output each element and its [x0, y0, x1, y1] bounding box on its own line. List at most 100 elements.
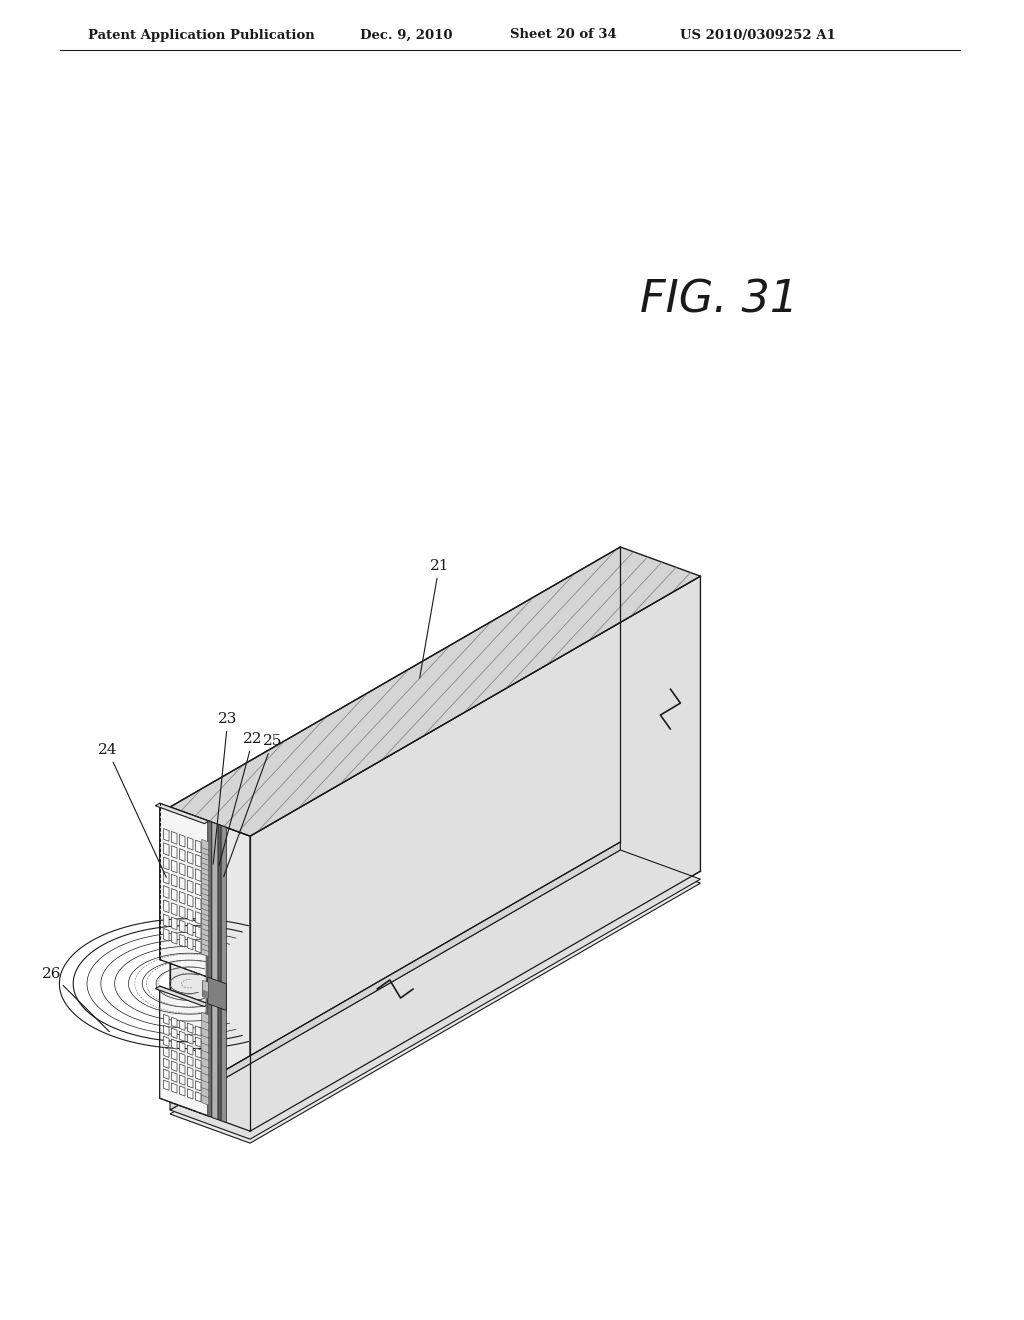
Polygon shape — [164, 1036, 169, 1047]
Polygon shape — [160, 804, 209, 977]
Polygon shape — [202, 1080, 209, 1090]
Polygon shape — [171, 861, 177, 873]
Polygon shape — [187, 1056, 193, 1067]
Polygon shape — [179, 863, 185, 875]
Polygon shape — [212, 822, 218, 1119]
Polygon shape — [156, 804, 209, 824]
Polygon shape — [171, 1072, 177, 1082]
Polygon shape — [187, 1023, 193, 1034]
Polygon shape — [202, 884, 209, 896]
Polygon shape — [196, 1081, 201, 1090]
Polygon shape — [218, 825, 221, 1121]
Polygon shape — [179, 1031, 185, 1041]
Polygon shape — [187, 880, 193, 892]
Polygon shape — [187, 908, 193, 921]
Polygon shape — [202, 936, 209, 946]
Polygon shape — [202, 945, 209, 957]
Polygon shape — [203, 981, 208, 993]
Polygon shape — [202, 870, 209, 880]
Polygon shape — [187, 837, 193, 850]
Polygon shape — [171, 888, 177, 902]
Polygon shape — [187, 1034, 193, 1044]
Polygon shape — [202, 840, 209, 850]
Polygon shape — [179, 1041, 185, 1052]
Polygon shape — [171, 1039, 177, 1049]
Polygon shape — [179, 891, 185, 904]
Polygon shape — [164, 1059, 169, 1068]
Polygon shape — [171, 846, 177, 858]
Polygon shape — [202, 875, 209, 886]
Text: 22: 22 — [219, 731, 263, 866]
Polygon shape — [187, 1067, 193, 1077]
Polygon shape — [164, 829, 169, 841]
Polygon shape — [196, 898, 201, 909]
Polygon shape — [196, 1092, 201, 1102]
Polygon shape — [179, 1074, 185, 1085]
Polygon shape — [187, 1089, 193, 1100]
Polygon shape — [203, 981, 208, 993]
Polygon shape — [164, 900, 169, 912]
Polygon shape — [202, 915, 209, 927]
Polygon shape — [164, 928, 169, 941]
Polygon shape — [202, 1041, 209, 1053]
Polygon shape — [196, 940, 201, 953]
Polygon shape — [196, 869, 201, 882]
Polygon shape — [196, 854, 201, 867]
Polygon shape — [171, 932, 177, 944]
Polygon shape — [170, 807, 250, 1131]
Polygon shape — [171, 1028, 177, 1039]
Polygon shape — [171, 1061, 177, 1072]
Text: Patent Application Publication: Patent Application Publication — [88, 29, 314, 41]
Polygon shape — [202, 925, 209, 936]
Text: US 2010/0309252 A1: US 2010/0309252 A1 — [680, 29, 836, 41]
Polygon shape — [202, 911, 209, 921]
Polygon shape — [202, 895, 209, 906]
Polygon shape — [202, 845, 209, 855]
Polygon shape — [196, 1026, 201, 1036]
Polygon shape — [202, 1035, 209, 1045]
Polygon shape — [187, 937, 193, 950]
Polygon shape — [170, 842, 621, 1110]
Polygon shape — [202, 931, 209, 941]
Polygon shape — [187, 1078, 193, 1088]
Polygon shape — [202, 1049, 209, 1060]
Polygon shape — [171, 874, 177, 887]
Polygon shape — [187, 851, 193, 865]
Polygon shape — [164, 915, 169, 927]
Polygon shape — [202, 865, 209, 875]
Polygon shape — [202, 880, 209, 891]
Polygon shape — [206, 909, 211, 1072]
Polygon shape — [208, 821, 212, 1117]
Polygon shape — [202, 850, 209, 861]
Polygon shape — [202, 1027, 209, 1038]
Polygon shape — [196, 1048, 201, 1059]
Polygon shape — [164, 857, 169, 870]
Polygon shape — [196, 1038, 201, 1047]
Polygon shape — [221, 825, 226, 1122]
Polygon shape — [164, 871, 169, 884]
Polygon shape — [196, 1059, 201, 1069]
Polygon shape — [203, 982, 208, 994]
Polygon shape — [202, 854, 209, 866]
Polygon shape — [202, 941, 209, 952]
Polygon shape — [164, 1014, 169, 1024]
Polygon shape — [179, 1086, 185, 1096]
Polygon shape — [203, 983, 208, 997]
Polygon shape — [164, 1080, 169, 1090]
Polygon shape — [208, 977, 226, 1010]
Polygon shape — [196, 1069, 201, 1080]
Polygon shape — [202, 1057, 209, 1068]
Polygon shape — [179, 1064, 185, 1074]
Polygon shape — [196, 840, 201, 853]
Polygon shape — [179, 920, 185, 933]
Polygon shape — [164, 1026, 169, 1036]
Polygon shape — [196, 925, 201, 939]
Text: Sheet 20 of 34: Sheet 20 of 34 — [510, 29, 616, 41]
Polygon shape — [187, 1045, 193, 1055]
Polygon shape — [179, 1053, 185, 1063]
Polygon shape — [196, 912, 201, 924]
Polygon shape — [202, 906, 209, 916]
Polygon shape — [202, 1020, 209, 1031]
Polygon shape — [170, 854, 700, 1143]
Polygon shape — [187, 866, 193, 879]
